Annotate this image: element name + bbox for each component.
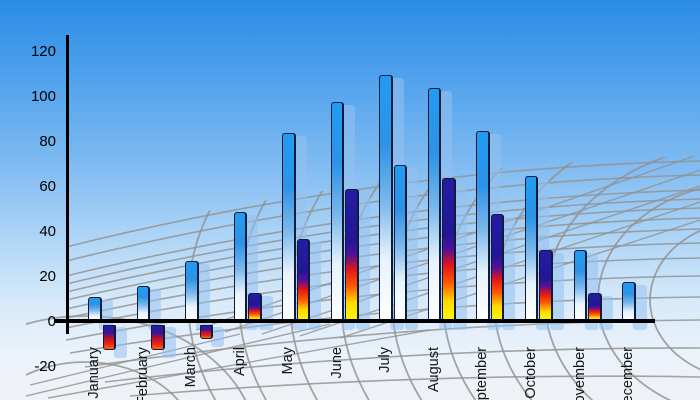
bar-shadow [453,181,467,330]
bar-july-secondary [393,164,408,323]
bar-shadow [113,327,127,358]
bar-shadow [210,327,225,347]
x-axis-month-label: July [377,347,394,373]
bar-shadow [633,284,647,330]
x-axis-month-label: June [328,347,345,379]
bar-march-secondary [199,325,214,339]
bar-december-primary [622,281,636,323]
bar-april-primary [233,211,248,323]
y-axis-tick-label: 20 [39,268,56,285]
y-axis-tick-label: 40 [39,223,56,240]
bar-june-primary [330,101,345,323]
x-axis-month-label: April [231,347,248,377]
bar-october-secondary [539,250,553,323]
bar-february-secondary [151,325,165,350]
y-axis-tick-label: -20 [34,358,56,375]
bar-january-secondary [102,325,116,350]
x-axis-baseline [54,319,655,323]
bar-february-primary [136,286,151,323]
bar-september-primary [476,130,490,323]
bar-shadow [307,241,322,330]
x-axis-month-label: January [86,347,102,399]
x-axis-month-label: March [183,347,200,388]
y-axis-tick-label: 0 [47,313,56,330]
bar-july-primary [379,74,393,323]
y-axis-tick-label: 60 [39,178,56,195]
bar-june-secondary [345,189,359,323]
bar-march-primary [185,261,199,323]
y-axis-tick-label: 100 [30,88,56,105]
x-axis-month-label: November [571,347,588,400]
x-axis-month-label: February [134,347,151,400]
grid-left-web [26,315,258,400]
bar-shadow [356,192,370,330]
bar-may-secondary [296,238,311,323]
bar-shadow [404,167,419,330]
bar-shadow [196,264,210,330]
bar-shadow [550,253,564,330]
bar-september-secondary [490,214,505,323]
x-axis-month-label: August [425,347,442,393]
bar-october-primary [524,175,539,323]
bar-august-secondary [442,178,456,323]
x-axis-month-label: October [522,347,539,399]
bar-shadow [162,327,176,358]
bar-shadow [501,217,516,330]
bar-november-primary [573,250,587,323]
y-axis-line [66,35,69,334]
bar-august-primary [427,88,442,323]
x-axis-month-label: May [280,347,297,375]
y-axis-tick-label: 80 [39,133,56,150]
bar-may-primary [282,133,296,323]
x-axis-month-label: September [474,347,491,400]
y-axis-tick-label: 120 [30,43,56,60]
x-axis-month-label: December [620,347,637,400]
